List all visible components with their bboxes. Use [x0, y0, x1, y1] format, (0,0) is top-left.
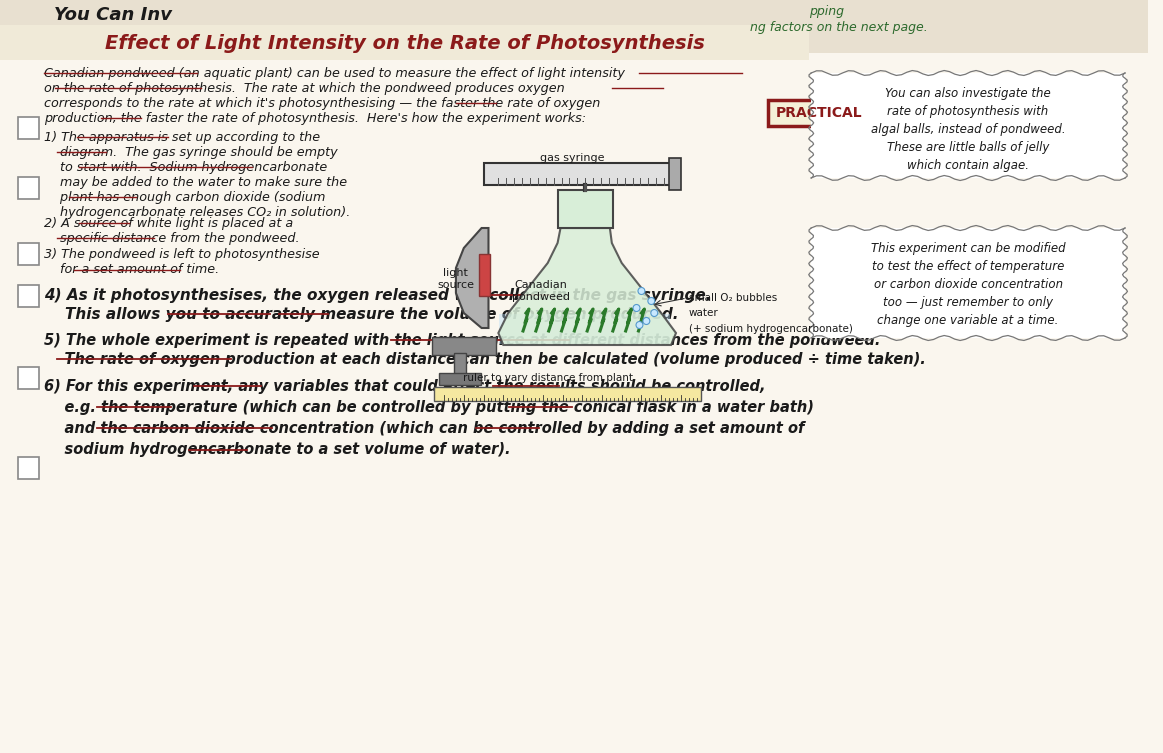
- Bar: [17, 243, 40, 265]
- Text: Effect of Light Intensity on the Rate of Photosynthesis: Effect of Light Intensity on the Rate of…: [105, 33, 705, 53]
- Bar: [434, 387, 700, 401]
- Text: plant has enough carbon dioxide (sodium: plant has enough carbon dioxide (sodium: [44, 191, 326, 204]
- Text: (+ sodium hydrogencarbonate): (+ sodium hydrogencarbonate): [688, 324, 852, 334]
- Text: specific distance from the pondweed.: specific distance from the pondweed.: [44, 232, 300, 245]
- Bar: [17, 117, 40, 139]
- Text: The rate of oxygen production at each distance can then be calculated (volume pr: The rate of oxygen production at each di…: [44, 352, 926, 367]
- Text: sodium hydrogencarbonate to a set volume of water).: sodium hydrogencarbonate to a set volume…: [44, 442, 511, 457]
- Text: to test the effect of temperature: to test the effect of temperature: [872, 260, 1064, 273]
- Text: 5) The whole experiment is repeated with the light source at different distances: 5) The whole experiment is repeated with…: [44, 333, 880, 348]
- Text: pping: pping: [809, 5, 844, 17]
- Text: or carbon dioxide concentration: or carbon dioxide concentration: [873, 278, 1063, 291]
- Text: on the rate of photosynthesis.  The rate at which the pondweed produces oxygen: on the rate of photosynthesis. The rate …: [44, 82, 565, 95]
- Text: too — just remember to only: too — just remember to only: [883, 296, 1053, 309]
- Text: ruler to vary distance from plant: ruler to vary distance from plant: [463, 373, 633, 383]
- Bar: [811, 228, 1125, 338]
- Bar: [17, 367, 40, 389]
- Text: which contain algae.: which contain algae.: [907, 159, 1029, 172]
- Text: 4) As it photosynthesises, the oxygen released will collect in the gas syringe.: 4) As it photosynthesises, the oxygen re…: [44, 288, 712, 303]
- Circle shape: [648, 297, 655, 304]
- Text: You can also investigate the: You can also investigate the: [885, 87, 1051, 100]
- Bar: [440, 373, 480, 385]
- Text: 6) For this experiment, any variables that could affect the results should be co: 6) For this experiment, any variables th…: [44, 379, 766, 394]
- Text: PRACTICAL: PRACTICAL: [776, 106, 863, 120]
- Text: small O₂ bubbles: small O₂ bubbles: [688, 293, 777, 303]
- Text: Canadian: Canadian: [514, 280, 568, 290]
- Bar: [17, 457, 40, 479]
- Text: algal balls, instead of pondweed.: algal balls, instead of pondweed.: [871, 123, 1065, 136]
- Text: to start with.  Sodium hydrogencarbonate: to start with. Sodium hydrogencarbonate: [44, 161, 328, 174]
- Polygon shape: [499, 228, 676, 345]
- Text: source: source: [437, 280, 475, 290]
- Text: diagram.  The gas syringe should be empty: diagram. The gas syringe should be empty: [44, 146, 338, 159]
- Bar: [768, 100, 871, 126]
- Bar: [499, 314, 670, 344]
- Bar: [0, 0, 1148, 53]
- Text: This experiment can be modified: This experiment can be modified: [871, 242, 1065, 255]
- Polygon shape: [456, 228, 488, 328]
- Circle shape: [638, 288, 645, 294]
- Text: for a set amount of time.: for a set amount of time.: [44, 263, 220, 276]
- Bar: [17, 285, 40, 307]
- Text: ng factors on the next page.: ng factors on the next page.: [750, 20, 928, 33]
- Circle shape: [633, 304, 640, 312]
- Text: e.g. the temperature (which can be controlled by putting the conical flask in a : e.g. the temperature (which can be contr…: [44, 400, 814, 415]
- Text: 3) The pondweed is left to photosynthesise: 3) The pondweed is left to photosynthesi…: [44, 248, 320, 261]
- Bar: [669, 158, 680, 190]
- Text: This allows you to accurately measure the volume of oxygen produced.: This allows you to accurately measure th…: [44, 307, 679, 322]
- Bar: [0, 25, 809, 60]
- Text: 2) A source of white light is placed at a: 2) A source of white light is placed at …: [44, 217, 294, 230]
- Text: corresponds to the rate at which it's photosynthesising — the faster the rate of: corresponds to the rate at which it's ph…: [44, 97, 601, 110]
- Bar: [811, 73, 1125, 178]
- Text: hydrogencarbonate releases CO₂ in solution).: hydrogencarbonate releases CO₂ in soluti…: [44, 206, 351, 219]
- Text: production, the faster the rate of photosynthesis.  Here's how the experiment wo: production, the faster the rate of photo…: [44, 112, 586, 125]
- Text: rate of photosynthesis with: rate of photosynthesis with: [887, 105, 1049, 118]
- Bar: [17, 177, 40, 199]
- Text: These are little balls of jelly: These are little balls of jelly: [887, 141, 1049, 154]
- Text: change one variable at a time.: change one variable at a time.: [877, 314, 1058, 327]
- Text: You Can Inv: You Can Inv: [55, 6, 172, 24]
- Bar: [454, 353, 466, 375]
- Text: water: water: [688, 308, 719, 318]
- Text: 1) The apparatus is set up according to the: 1) The apparatus is set up according to …: [44, 131, 321, 144]
- Text: Canadian pondweed (an aquatic plant) can be used to measure the effect of light : Canadian pondweed (an aquatic plant) can…: [44, 67, 626, 80]
- Circle shape: [651, 309, 658, 316]
- Text: pondweed: pondweed: [512, 292, 570, 302]
- Circle shape: [643, 318, 650, 325]
- Text: may be added to the water to make sure the: may be added to the water to make sure t…: [44, 176, 348, 189]
- Bar: [433, 337, 497, 355]
- Bar: [557, 190, 613, 228]
- Circle shape: [636, 322, 643, 328]
- Text: light: light: [443, 268, 469, 278]
- Bar: [484, 163, 671, 185]
- Text: and the carbon dioxide concentration (which can be controlled by adding a set am: and the carbon dioxide concentration (wh…: [44, 421, 805, 436]
- Bar: [479, 254, 491, 296]
- Text: gas syringe: gas syringe: [540, 153, 605, 163]
